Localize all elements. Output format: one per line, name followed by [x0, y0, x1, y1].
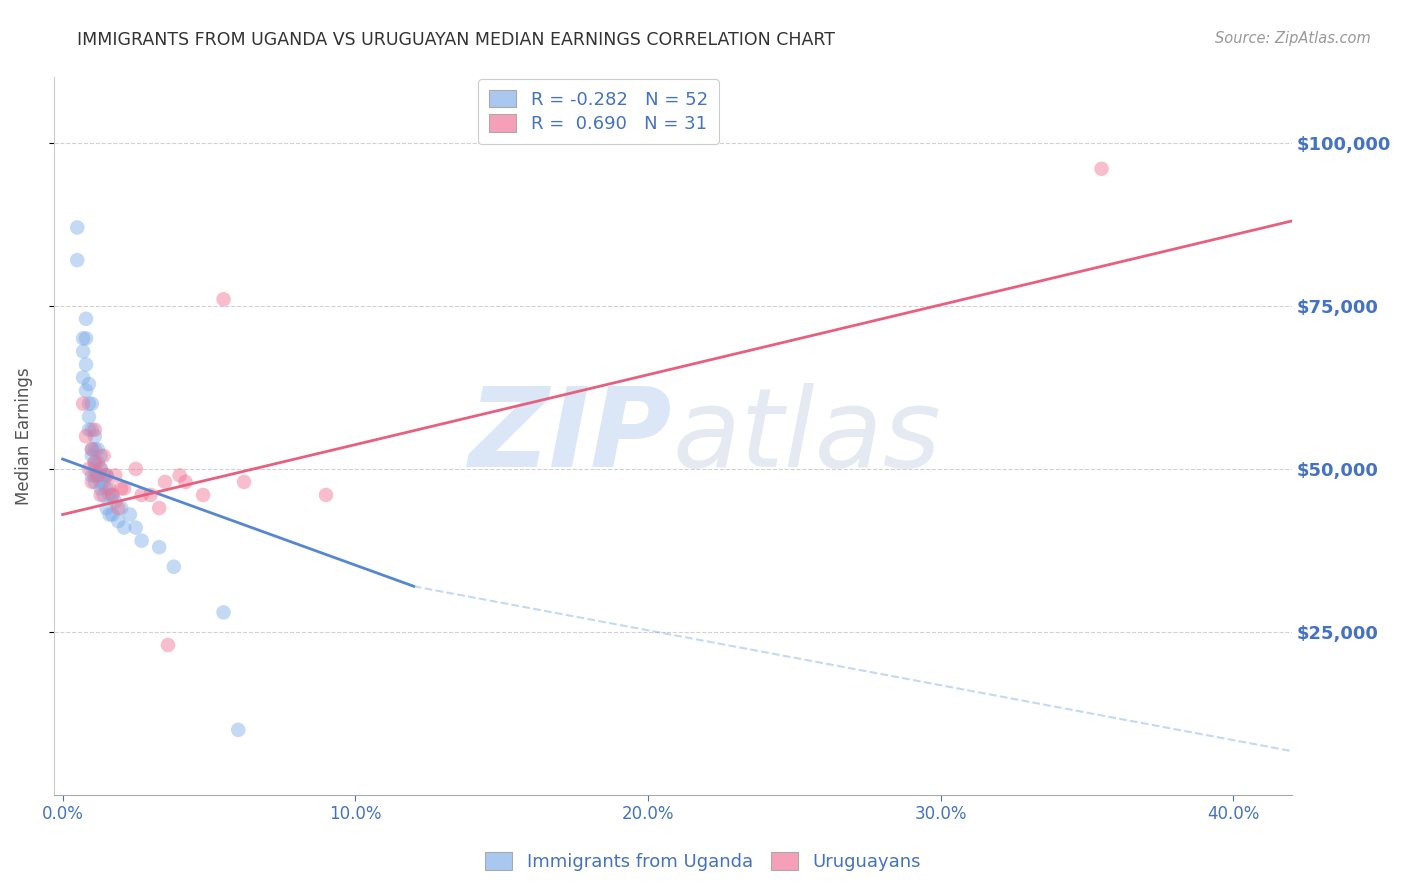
Point	[131, 488, 153, 502]
Point	[110, 501, 132, 516]
Point	[174, 475, 197, 489]
Point	[101, 488, 124, 502]
Point	[75, 311, 97, 326]
Point	[77, 462, 100, 476]
Point	[87, 468, 110, 483]
Point	[104, 494, 127, 508]
Point	[80, 475, 103, 489]
Point	[80, 449, 103, 463]
Point	[90, 449, 112, 463]
Point	[75, 331, 97, 345]
Point	[77, 409, 100, 424]
Point	[83, 468, 105, 483]
Point	[80, 442, 103, 457]
Text: IMMIGRANTS FROM UGANDA VS URUGUAYAN MEDIAN EARNINGS CORRELATION CHART: IMMIGRANTS FROM UGANDA VS URUGUAYAN MEDI…	[77, 31, 835, 49]
Point	[148, 540, 170, 554]
Point	[72, 344, 94, 359]
Point	[131, 533, 153, 548]
Point	[90, 462, 112, 476]
Point	[212, 606, 235, 620]
Point	[83, 455, 105, 469]
Point	[101, 488, 124, 502]
Point	[66, 220, 89, 235]
Point	[83, 442, 105, 457]
Point	[96, 468, 118, 483]
Point	[112, 520, 135, 534]
Point	[83, 455, 105, 469]
Point	[87, 468, 110, 483]
Point	[75, 429, 97, 443]
Point	[112, 482, 135, 496]
Point	[212, 292, 235, 306]
Point	[125, 520, 148, 534]
Point	[83, 429, 105, 443]
Point	[93, 475, 115, 489]
Point	[107, 501, 129, 516]
Text: atlas: atlas	[673, 383, 942, 490]
Point	[93, 468, 115, 483]
Point	[83, 423, 105, 437]
Point	[72, 331, 94, 345]
Point	[72, 397, 94, 411]
Point	[75, 358, 97, 372]
Point	[93, 449, 115, 463]
Point	[83, 475, 105, 489]
Text: ZIP: ZIP	[470, 383, 673, 490]
Point	[96, 501, 118, 516]
Point	[96, 468, 118, 483]
Point	[98, 482, 121, 496]
Point	[83, 462, 105, 476]
Y-axis label: Median Earnings: Median Earnings	[15, 368, 32, 505]
Point	[87, 455, 110, 469]
Point	[163, 559, 186, 574]
Point	[90, 475, 112, 489]
Point	[226, 723, 249, 737]
Point	[80, 468, 103, 483]
Point	[139, 488, 162, 502]
Legend: R = -0.282   N = 52, R =  0.690   N = 31: R = -0.282 N = 52, R = 0.690 N = 31	[478, 79, 718, 144]
Point	[77, 397, 100, 411]
Point	[98, 508, 121, 522]
Point	[118, 508, 141, 522]
Point	[191, 488, 214, 502]
Point	[90, 462, 112, 476]
Point	[156, 638, 179, 652]
Point	[87, 442, 110, 457]
Point	[90, 482, 112, 496]
Point	[233, 475, 256, 489]
Point	[80, 423, 103, 437]
Point	[66, 253, 89, 268]
Legend: Immigrants from Uganda, Uruguayans: Immigrants from Uganda, Uruguayans	[478, 846, 928, 879]
Point	[98, 488, 121, 502]
Point	[77, 377, 100, 392]
Point	[80, 397, 103, 411]
Point	[125, 462, 148, 476]
Point	[110, 482, 132, 496]
Point	[1090, 161, 1112, 176]
Point	[72, 370, 94, 384]
Point	[90, 488, 112, 502]
Point	[104, 468, 127, 483]
Point	[93, 488, 115, 502]
Point	[148, 501, 170, 516]
Point	[315, 488, 337, 502]
Point	[80, 442, 103, 457]
Point	[75, 384, 97, 398]
Point	[169, 468, 191, 483]
Point	[107, 514, 129, 528]
Point	[77, 423, 100, 437]
Point	[96, 482, 118, 496]
Text: Source: ZipAtlas.com: Source: ZipAtlas.com	[1215, 31, 1371, 46]
Point	[153, 475, 176, 489]
Point	[101, 508, 124, 522]
